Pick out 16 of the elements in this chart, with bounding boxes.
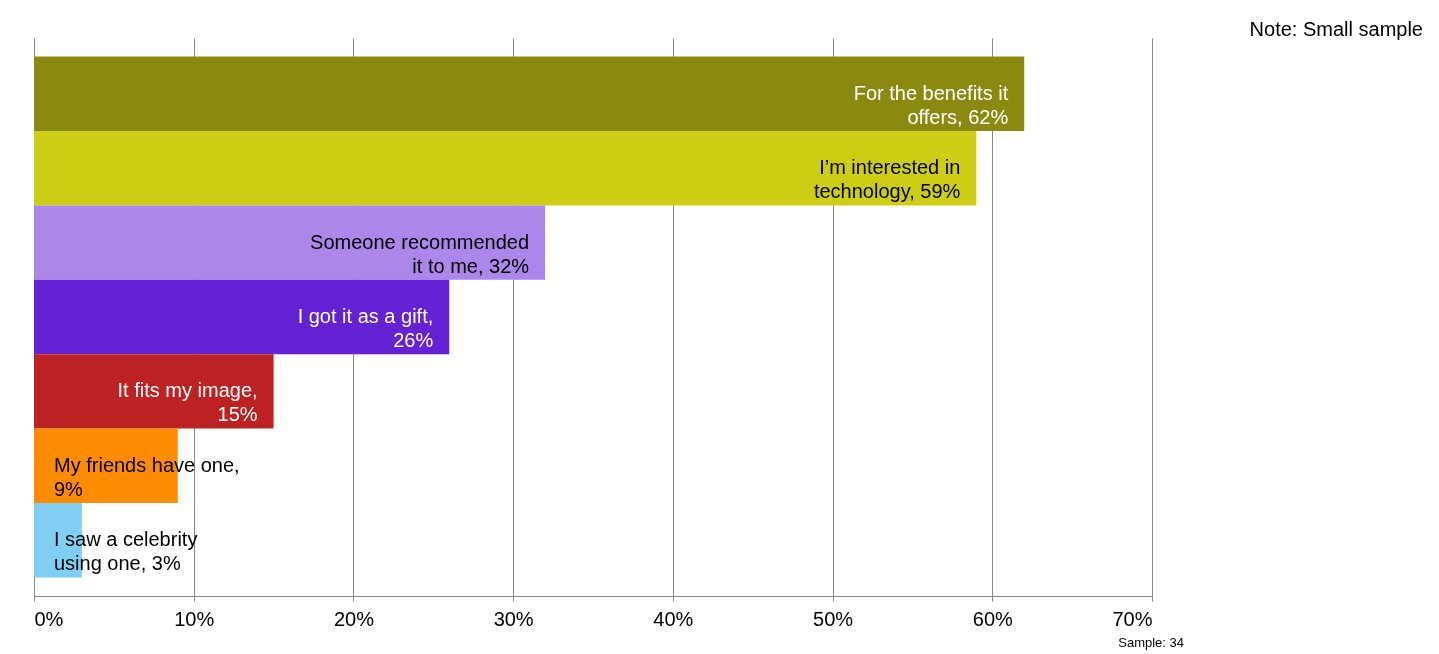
data-label: It fits my image, 15% — [117, 379, 258, 426]
x-tick-label: 60% — [972, 607, 1014, 630]
data-label: Someone recommended it to me, 32% — [310, 230, 530, 277]
text: Note: Small sample — [1249, 18, 1423, 40]
x-tick-label: 40% — [653, 607, 694, 630]
data-label: I got it as a gift, 26% — [297, 305, 434, 351]
data-label: I saw a celebrity using one, 3% — [54, 528, 198, 575]
x-tick-label: 10% — [174, 607, 215, 630]
x-tick-label: 70% — [1112, 607, 1153, 630]
text: Sample: 34 — [1118, 635, 1184, 650]
x-tick-label: 20% — [333, 607, 375, 630]
x-tick-label: 50% — [813, 607, 854, 630]
x-tick-label: 0% — [34, 607, 64, 630]
data-label: For the benefits it offers, 62% — [853, 81, 1009, 128]
x-tick-label: 30% — [493, 607, 534, 630]
data-label: I’m interested in technology, 59% — [813, 156, 961, 203]
